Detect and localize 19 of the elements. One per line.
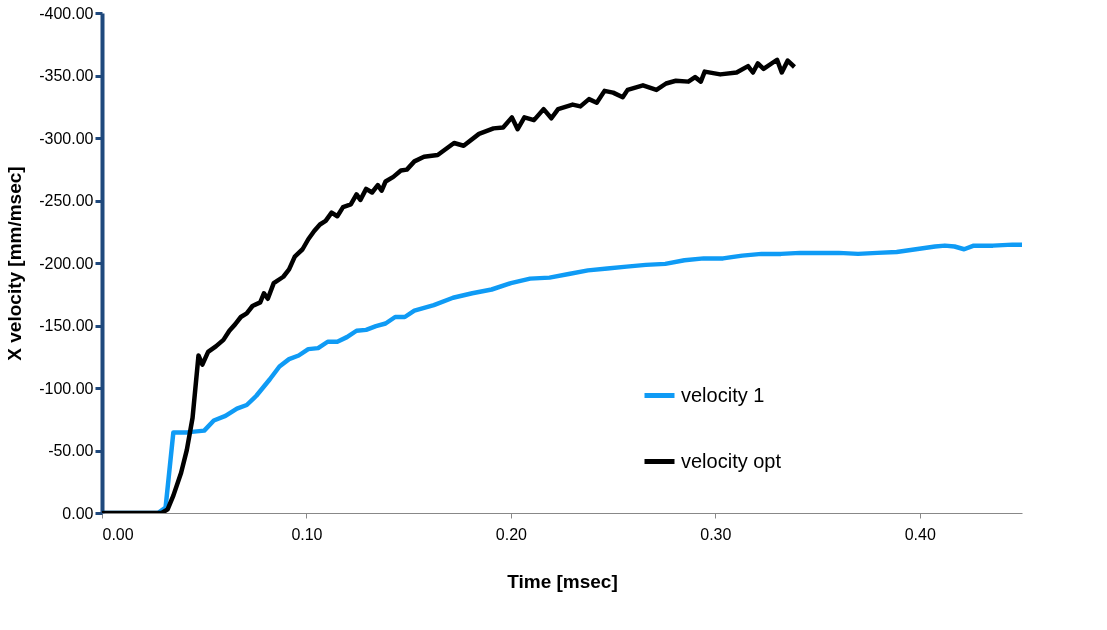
y-tick-label: -200.00 (39, 254, 94, 272)
line-series (102, 57, 797, 513)
x-axis-title: Time [msec] (507, 570, 618, 592)
x-tick-label: 0.10 (291, 525, 323, 543)
legend-label: velocity 1 (681, 383, 765, 406)
x-tick-label: 0.00 (102, 525, 134, 543)
y-tick-label: -400.00 (39, 4, 94, 22)
y-tick-label: -250.00 (39, 192, 94, 209)
x-tick-label: 0.30 (700, 525, 732, 543)
y-tick-label: -300.00 (39, 129, 94, 147)
y-tick-label: -100.00 (39, 379, 94, 397)
y-tick-label: 0.00 (62, 504, 94, 522)
legend-label: velocity opt (681, 449, 782, 472)
y-tick-label: -350.00 (39, 67, 94, 84)
y-axis-title: X velocity [mm/msec] (4, 166, 26, 361)
x-tick-label: 0.20 (495, 525, 528, 543)
y-tick-label: -50.00 (48, 442, 94, 459)
y-tick-label: -150.00 (39, 317, 94, 334)
x-tick-label: 0.40 (904, 525, 936, 543)
